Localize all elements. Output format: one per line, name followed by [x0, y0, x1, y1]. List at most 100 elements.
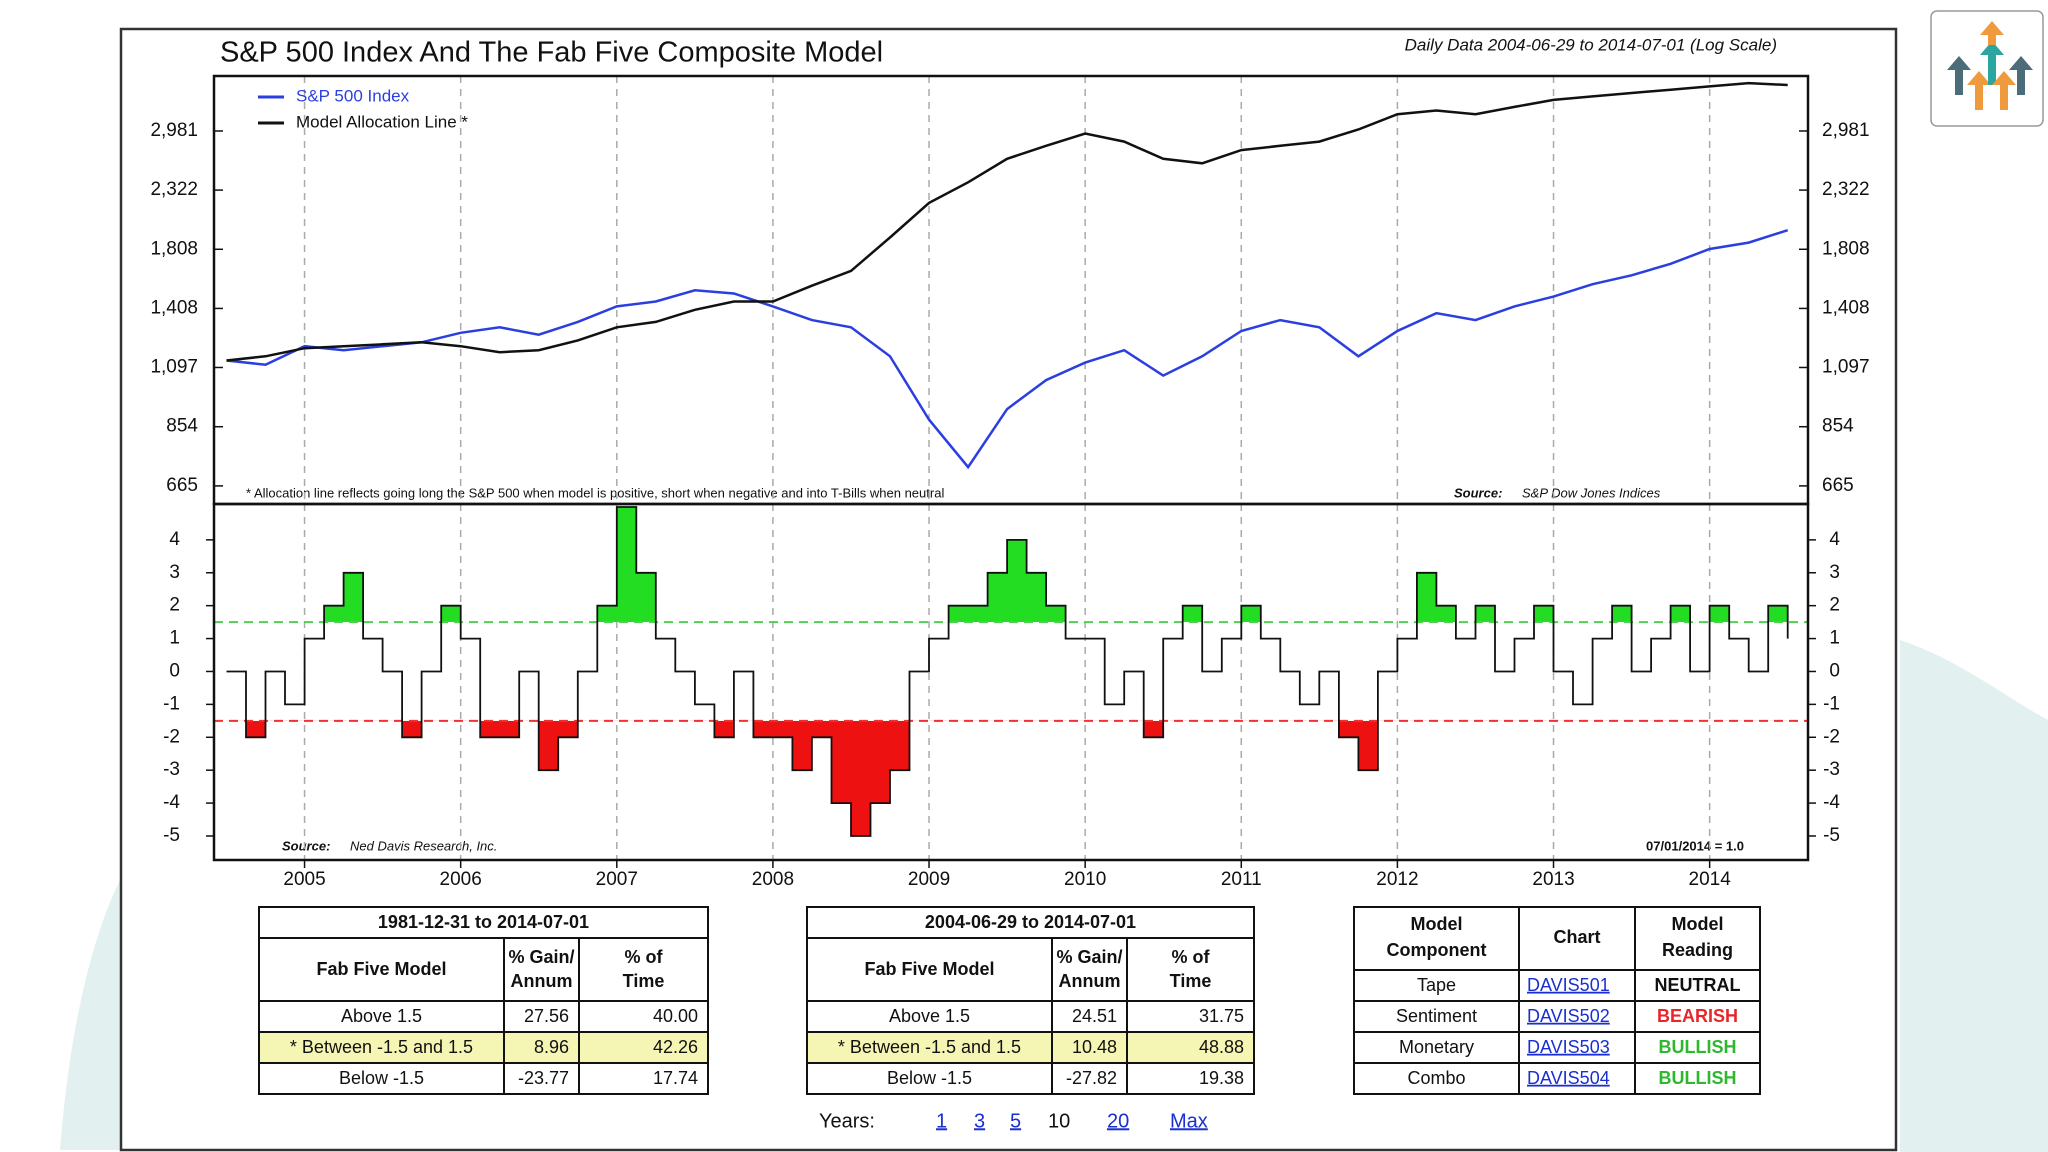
source-text: S&P Dow Jones Indices	[1522, 485, 1661, 500]
table-header: Model	[1672, 914, 1724, 934]
y-tick-label: 2,322	[150, 179, 198, 200]
table-cell: Above 1.5	[889, 1006, 970, 1026]
logo-arrow	[1967, 71, 1991, 110]
y-tick-label: 1	[169, 628, 180, 649]
years-link[interactable]: Max	[1170, 1110, 1208, 1132]
y-tick-label: -4	[163, 792, 180, 813]
highlight-row	[807, 1032, 1254, 1063]
years-link[interactable]: 3	[974, 1110, 985, 1132]
x-tick-label: 2005	[283, 869, 325, 890]
model-reading: BEARISH	[1657, 1006, 1738, 1026]
years-link[interactable]: 5	[1010, 1110, 1021, 1132]
table-cell: 17.74	[653, 1068, 698, 1088]
x-tick-label: 2011	[1221, 869, 1262, 890]
years-link[interactable]: 1	[936, 1110, 947, 1132]
logo-arrow	[2009, 56, 2033, 95]
table-header: % of	[625, 947, 664, 967]
chart-link[interactable]: DAVIS504	[1527, 1068, 1610, 1088]
model-line	[226, 506, 1789, 837]
table-cell: * Between -1.5 and 1.5	[838, 1037, 1021, 1057]
note: 07/01/2014 = 1.0	[1646, 838, 1744, 853]
table-header: Component	[1387, 940, 1487, 960]
x-tick-label: 2008	[752, 869, 794, 890]
model-reading: BULLISH	[1659, 1037, 1737, 1057]
logo-box	[1930, 10, 2044, 127]
table-cell: Above 1.5	[341, 1006, 422, 1026]
x-tick-label: 2009	[908, 869, 950, 890]
y2-tick-label: 1	[1829, 628, 1840, 649]
y2-tick-label: 1,808	[1822, 238, 1870, 259]
table-header: Time	[1170, 971, 1212, 991]
model-reading: NEUTRAL	[1655, 975, 1741, 995]
table-cell: Tape	[1417, 975, 1456, 995]
legend-label: Model Allocation Line *	[296, 112, 468, 131]
y2-tick-label: 2,981	[1822, 120, 1870, 141]
x-tick-label: 2013	[1532, 869, 1574, 890]
table-cell: 8.96	[534, 1037, 569, 1057]
chart-link[interactable]: DAVIS503	[1527, 1037, 1610, 1057]
y2-tick-label: -2	[1823, 726, 1840, 747]
legend-label: S&P 500 Index	[296, 86, 410, 105]
y-tick-label: 1,408	[150, 297, 198, 318]
table-header: % Gain/	[508, 947, 574, 967]
y2-tick-label: 3	[1829, 562, 1840, 583]
table-header: Annum	[511, 971, 573, 991]
logo-arrow	[1980, 21, 2004, 45]
y2-tick-label: 2,322	[1822, 179, 1870, 200]
chart-subtitle: Daily Data 2004-06-29 to 2014-07-01 (Log…	[1405, 35, 1777, 54]
x-tick-label: 2010	[1064, 869, 1106, 890]
logo-arrow	[1980, 41, 2004, 85]
table-title: 1981-12-31 to 2014-07-01	[378, 912, 589, 932]
years-current: 10	[1048, 1110, 1070, 1132]
years-link[interactable]: 20	[1107, 1110, 1129, 1132]
table-cell: Combo	[1407, 1068, 1465, 1088]
model-reading: BULLISH	[1659, 1068, 1737, 1088]
logo-arrow	[1992, 71, 2016, 110]
table-cell: Below -1.5	[887, 1068, 972, 1088]
y-tick-label: 1,808	[150, 238, 198, 259]
chart-link[interactable]: DAVIS502	[1527, 1006, 1610, 1026]
y2-tick-label: 1,408	[1822, 297, 1870, 318]
y2-tick-label: 665	[1822, 475, 1854, 496]
table-header: % Gain/	[1056, 947, 1122, 967]
years-label: Years:	[819, 1110, 875, 1132]
x-tick-label: 2014	[1689, 869, 1732, 890]
x-tick-label: 2012	[1376, 869, 1418, 890]
logo-arrow	[1947, 56, 1971, 95]
table-header: Reading	[1662, 940, 1733, 960]
series-line	[226, 229, 1789, 470]
y-tick-label: 4	[169, 529, 180, 550]
chart-link[interactable]: DAVIS501	[1527, 975, 1610, 995]
highlight-row	[259, 1032, 708, 1063]
series-line	[226, 81, 1788, 362]
table-cell: -27.82	[1066, 1068, 1117, 1088]
source-label: Source:	[282, 838, 330, 853]
y-tick-label: 3	[169, 562, 180, 583]
table-cell: 24.51	[1072, 1006, 1117, 1026]
plot-frame	[212, 502, 1810, 862]
y2-tick-label: 0	[1829, 660, 1840, 681]
background-shape	[1900, 640, 2048, 1152]
y2-tick-label: -5	[1823, 825, 1840, 846]
table-cell: 48.88	[1199, 1037, 1244, 1057]
source-label: Source:	[1454, 485, 1502, 500]
footnote: * Allocation line reflects going long th…	[246, 485, 944, 500]
y-tick-label: 2,981	[150, 120, 198, 141]
y2-tick-label: -1	[1823, 693, 1840, 714]
table-header: % of	[1172, 947, 1211, 967]
y-tick-label: 2	[169, 595, 180, 616]
table-cell: 19.38	[1199, 1068, 1244, 1088]
table-header: Fab Five Model	[864, 959, 994, 979]
y-tick-label: -1	[163, 693, 180, 714]
table-header: Model	[1411, 914, 1463, 934]
logo	[1930, 10, 2044, 127]
table-cell: 27.56	[524, 1006, 569, 1026]
y2-tick-label: -4	[1823, 792, 1840, 813]
y-tick-label: -3	[163, 759, 180, 780]
table-cell: 31.75	[1199, 1006, 1244, 1026]
x-tick-label: 2007	[596, 869, 638, 890]
y-tick-label: 665	[166, 475, 198, 496]
table-cell: 10.48	[1072, 1037, 1117, 1057]
table-header: Annum	[1059, 971, 1121, 991]
